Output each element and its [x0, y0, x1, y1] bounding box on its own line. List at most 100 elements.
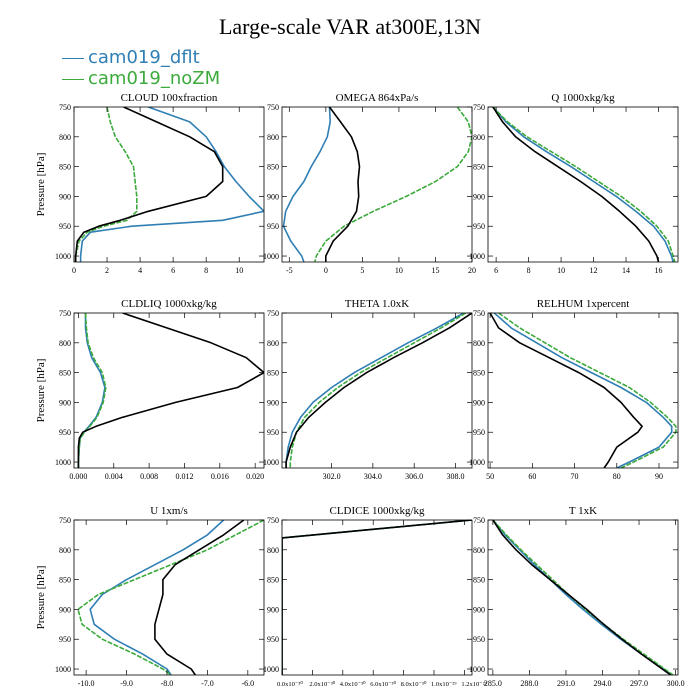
panel-title: CLDICE 1000xkg/kg: [329, 505, 425, 517]
y-tick-label: 850: [267, 576, 279, 585]
panel-title: CLDLIQ 1000xkg/kg: [121, 298, 217, 310]
y-tick-label: 1000: [55, 665, 71, 674]
x-tick-label: -7.0: [201, 679, 214, 688]
x-tick-label: 291.0: [557, 679, 575, 688]
series-group: [77, 520, 264, 675]
series-group: [282, 107, 472, 262]
y-tick-label: 800: [267, 133, 279, 142]
y-tick-label: 900: [59, 605, 71, 614]
y-tick-label: 1000: [55, 458, 71, 467]
series-line-1: [282, 107, 332, 262]
panel-title: CLOUD 100xfraction: [121, 92, 218, 104]
y-tick-label: 900: [473, 398, 485, 407]
panel-9: T 1xK 750 800 850 900 950 1000 285.0 288.0 291.0 2…: [469, 505, 685, 688]
x-tick-label: -8.0: [161, 679, 174, 688]
x-tick-label: 50: [486, 472, 494, 481]
series-line-1: [493, 313, 673, 468]
x-tick-label: 0: [324, 266, 328, 275]
y-tick-label: 750: [59, 516, 71, 525]
series-line-1: [492, 520, 673, 675]
panel-2: OMEGA 864xPa/s 750 800 850 900 950 1000 -5 0 5 10 1…: [263, 92, 476, 275]
x-tick-label: 8: [527, 266, 531, 275]
y-tick-label: 800: [473, 546, 485, 555]
x-tick-label: 4: [138, 266, 142, 275]
series-group: [489, 313, 677, 468]
y-tick-label: 750: [267, 309, 279, 318]
series-line-3: [285, 313, 472, 468]
y-tick-label: 750: [473, 516, 485, 525]
y-tick-label: 1000: [469, 665, 485, 674]
legend-item-dflt: cam019_dflt: [62, 47, 220, 68]
panel-title: T 1xK: [569, 505, 597, 517]
x-tick-label: 304.0: [364, 472, 382, 481]
legend-item-nozm: cam019_noZM: [62, 68, 220, 89]
series-line-3: [154, 520, 245, 675]
y-tick-label: 750: [473, 103, 485, 112]
x-tick-label: -5: [286, 266, 293, 275]
series-line-2: [77, 313, 107, 468]
panel-title: RELHUM 1xpercent: [537, 298, 630, 310]
x-tick-label: 12: [590, 266, 598, 275]
x-tick-label: 302.0: [323, 472, 341, 481]
panel-1: CLOUD 100xfraction Pressure [hPa] 750 800 85…: [35, 92, 265, 275]
y-tick-label: 800: [267, 546, 279, 555]
series-line-3: [492, 107, 660, 262]
x-tick-label: 0.004: [105, 472, 123, 481]
y-tick-label: 850: [473, 576, 485, 585]
series-group: [285, 313, 472, 468]
series-line-2: [77, 520, 264, 675]
series-line-3: [77, 313, 264, 468]
series-line-1: [77, 313, 106, 468]
panel-title: THETA 1.0xK: [345, 298, 410, 310]
y-tick-label: 850: [59, 576, 71, 585]
plot-frame: [281, 312, 473, 469]
x-tick-label: 8.0x10⁻³⁰: [401, 680, 427, 688]
panel-5: THETA 1.0xK 750 800 850 900 950 1000 302.0 304.0…: [263, 298, 473, 481]
y-tick-label: 800: [59, 546, 71, 555]
x-tick-label: 300.0: [667, 679, 685, 688]
y-tick-label: 750: [59, 103, 71, 112]
series-line-2: [314, 107, 472, 262]
series-line-1: [79, 107, 264, 262]
panel-8: CLDICE 1000xkg/kg 750 800 850 900 950 1000 0.0x…: [263, 505, 488, 688]
x-tick-label: 6: [494, 266, 498, 275]
legend-swatch-nozm: [62, 78, 84, 80]
plot-frame: [73, 106, 265, 263]
legend: cam019_dflt cam019_noZM: [62, 47, 220, 89]
x-tick-label: 10: [395, 266, 403, 275]
y-tick-label: 800: [473, 133, 485, 142]
x-tick-label: 285.0: [484, 679, 502, 688]
y-tick-label: 950: [267, 222, 279, 231]
x-tick-label: -6.0: [241, 679, 254, 688]
x-tick-label: 297.0: [630, 679, 648, 688]
legend-label-dflt: cam019_dflt: [88, 47, 200, 68]
series-line-1: [282, 520, 472, 675]
series-group: [492, 107, 676, 262]
x-tick-label: 8: [204, 266, 208, 275]
x-tick-label: 0: [72, 266, 76, 275]
legend-swatch-dflt: [62, 57, 84, 59]
y-tick-label: 900: [267, 605, 279, 614]
x-tick-label: 294.0: [593, 679, 611, 688]
figure-title: Large-scale VAR at300E,13N: [218, 14, 482, 39]
y-tick-label: 950: [59, 635, 71, 644]
x-tick-label: 0.012: [175, 472, 193, 481]
y-tick-label: 950: [59, 222, 71, 231]
series-line-3: [492, 520, 672, 675]
x-tick-label: 2: [105, 266, 109, 275]
x-tick-label: 90: [655, 472, 663, 481]
y-axis-label: Pressure [hPa]: [35, 359, 47, 423]
x-tick-label: 20: [468, 266, 476, 275]
y-axis-label: Pressure [hPa]: [35, 153, 47, 217]
series-line-1: [89, 520, 225, 675]
series-line-3: [489, 313, 643, 468]
y-tick-label: 850: [267, 369, 279, 378]
x-tick-label: 70: [571, 472, 579, 481]
x-tick-label: 6: [171, 266, 175, 275]
x-tick-label: -10.0: [78, 679, 95, 688]
panel-3: Q 1000xkg/kg 750 800 850 900 950 1000 6 8 10 12 14 1…: [469, 92, 679, 275]
x-tick-label: 0.008: [140, 472, 158, 481]
series-line-3: [282, 520, 472, 675]
y-tick-label: 900: [59, 192, 71, 201]
